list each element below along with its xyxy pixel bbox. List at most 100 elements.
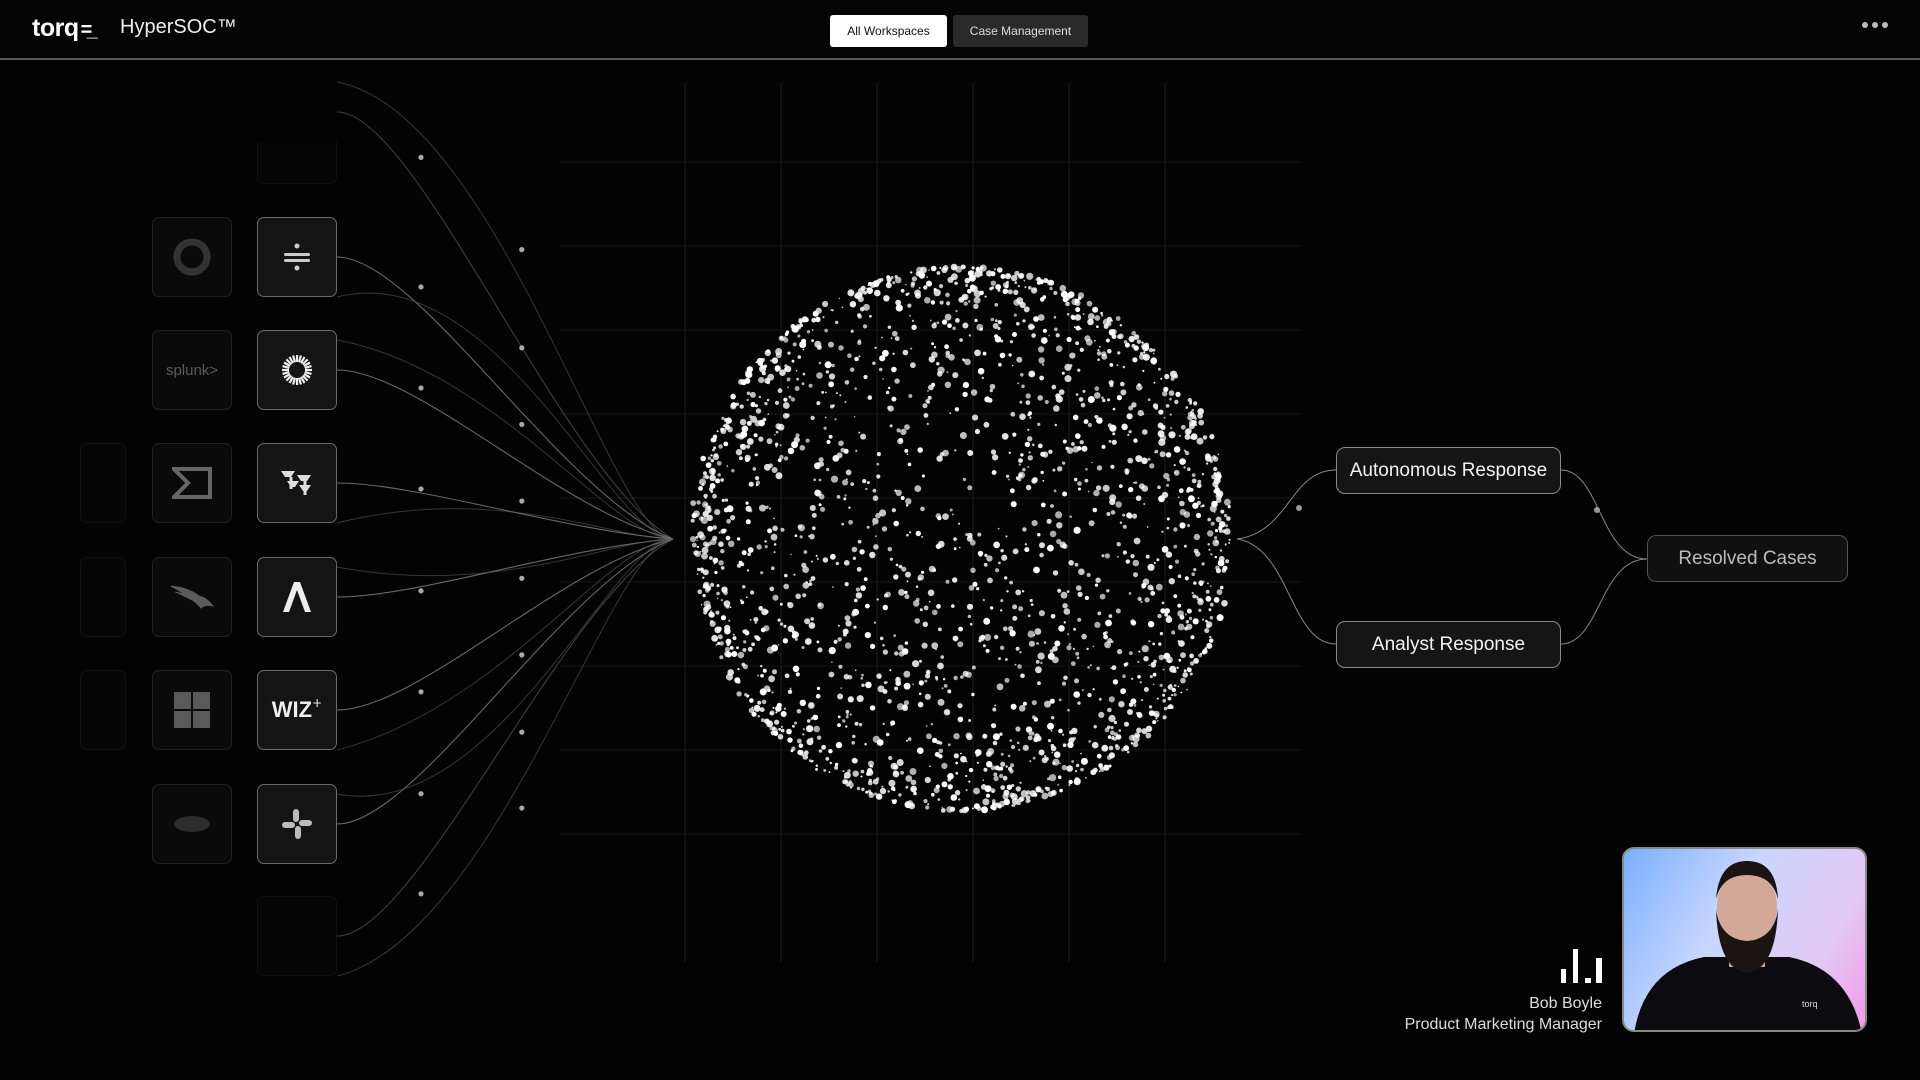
data-particle bbox=[1059, 284, 1067, 292]
data-particle bbox=[872, 523, 875, 526]
data-particle bbox=[787, 737, 793, 743]
data-particle bbox=[1077, 368, 1081, 372]
data-particle bbox=[1056, 538, 1062, 545]
data-particle bbox=[1209, 434, 1215, 440]
data-particle bbox=[987, 748, 995, 755]
data-particle bbox=[1179, 614, 1185, 620]
data-particle bbox=[772, 706, 775, 709]
data-particle bbox=[875, 512, 881, 519]
data-particle bbox=[892, 352, 895, 355]
data-particle bbox=[951, 513, 954, 516]
crowdstrike-tile[interactable] bbox=[152, 557, 232, 637]
data-particle bbox=[996, 683, 1004, 691]
data-particle bbox=[1191, 591, 1194, 595]
data-particle bbox=[1168, 578, 1176, 585]
data-particle bbox=[1127, 709, 1133, 715]
data-particle bbox=[717, 634, 723, 640]
data-particle bbox=[972, 270, 974, 273]
data-particle bbox=[987, 577, 993, 584]
data-particle bbox=[774, 365, 781, 372]
data-particle bbox=[974, 428, 981, 435]
data-particle bbox=[802, 593, 807, 598]
torq-logo[interactable]: torq =̲ bbox=[32, 14, 92, 42]
data-particle bbox=[710, 610, 713, 613]
presenter-video[interactable]: torq bbox=[1622, 847, 1867, 1032]
data-particle bbox=[991, 286, 995, 290]
data-particle bbox=[793, 573, 796, 576]
data-particle bbox=[904, 424, 910, 430]
data-particle bbox=[883, 681, 887, 685]
data-particle bbox=[775, 445, 778, 448]
data-particle bbox=[990, 317, 995, 322]
data-particle bbox=[812, 714, 819, 721]
data-particle bbox=[888, 386, 891, 390]
data-particle bbox=[981, 806, 988, 814]
data-particle bbox=[941, 266, 948, 274]
data-particle bbox=[1094, 339, 1096, 342]
data-particle bbox=[982, 779, 985, 781]
sumo-tile[interactable] bbox=[257, 217, 337, 297]
data-particle bbox=[1022, 468, 1026, 472]
data-particle bbox=[837, 693, 844, 700]
data-particle bbox=[1101, 351, 1107, 357]
data-particle bbox=[894, 336, 900, 341]
wiz-tile[interactable]: wiz + bbox=[257, 670, 337, 750]
data-particle bbox=[1117, 334, 1122, 340]
data-particle bbox=[1148, 710, 1155, 716]
data-particle bbox=[724, 646, 731, 653]
data-particle bbox=[1000, 599, 1004, 603]
slack-tile[interactable] bbox=[257, 784, 337, 864]
data-particle bbox=[911, 276, 918, 282]
data-particle bbox=[811, 759, 814, 763]
analyst-response-node[interactable]: Analyst Response bbox=[1336, 621, 1561, 668]
data-particle bbox=[931, 382, 936, 387]
data-particle bbox=[801, 338, 807, 344]
tab-case-management[interactable]: Case Management bbox=[953, 15, 1088, 47]
abnormal-tile[interactable] bbox=[257, 443, 337, 523]
data-particle bbox=[784, 573, 788, 578]
data-particle bbox=[856, 566, 862, 572]
data-particle bbox=[875, 535, 877, 537]
okta-tile[interactable] bbox=[152, 217, 232, 297]
splunk-tile[interactable]: splunk> bbox=[152, 330, 232, 410]
tab-all-workspaces[interactable]: All Workspaces bbox=[830, 15, 947, 47]
abnormal-a-tile[interactable] bbox=[257, 557, 337, 637]
data-particle bbox=[787, 386, 789, 389]
data-particle bbox=[818, 493, 825, 500]
data-particle bbox=[1211, 500, 1218, 508]
data-particle bbox=[888, 779, 896, 787]
data-particle bbox=[1219, 549, 1222, 552]
data-particle bbox=[1078, 568, 1085, 576]
data-particle bbox=[1093, 725, 1097, 729]
sigma-tile[interactable] bbox=[152, 443, 232, 523]
ellipsis-icon[interactable] bbox=[1862, 22, 1888, 28]
data-particle bbox=[746, 420, 752, 426]
data-particle bbox=[882, 349, 889, 357]
data-particle bbox=[1059, 762, 1061, 765]
data-particle bbox=[1142, 578, 1150, 586]
data-particle bbox=[1083, 419, 1089, 424]
freshservice-tile[interactable] bbox=[257, 330, 337, 410]
data-particle bbox=[1012, 803, 1016, 807]
resolved-cases-node[interactable]: Resolved Cases bbox=[1647, 535, 1848, 582]
autonomous-response-node[interactable]: Autonomous Response bbox=[1336, 447, 1561, 494]
data-particle bbox=[760, 674, 763, 678]
data-particle bbox=[1019, 651, 1022, 654]
data-particle bbox=[1072, 414, 1079, 421]
data-particle bbox=[842, 628, 849, 635]
data-particle bbox=[978, 553, 983, 557]
data-particle bbox=[1058, 389, 1065, 395]
data-particle bbox=[898, 589, 905, 596]
data-particle bbox=[1158, 438, 1166, 446]
data-particle bbox=[874, 346, 877, 349]
data-particle bbox=[1062, 603, 1068, 609]
data-particle bbox=[889, 669, 892, 672]
data-particle bbox=[746, 438, 754, 445]
data-particle bbox=[908, 394, 913, 398]
data-particle bbox=[864, 632, 871, 639]
data-particle bbox=[965, 284, 969, 287]
data-particle bbox=[711, 472, 715, 475]
windows-tile[interactable] bbox=[152, 670, 232, 750]
connector-dot bbox=[1296, 505, 1302, 511]
zscaler-tile[interactable] bbox=[152, 784, 232, 864]
